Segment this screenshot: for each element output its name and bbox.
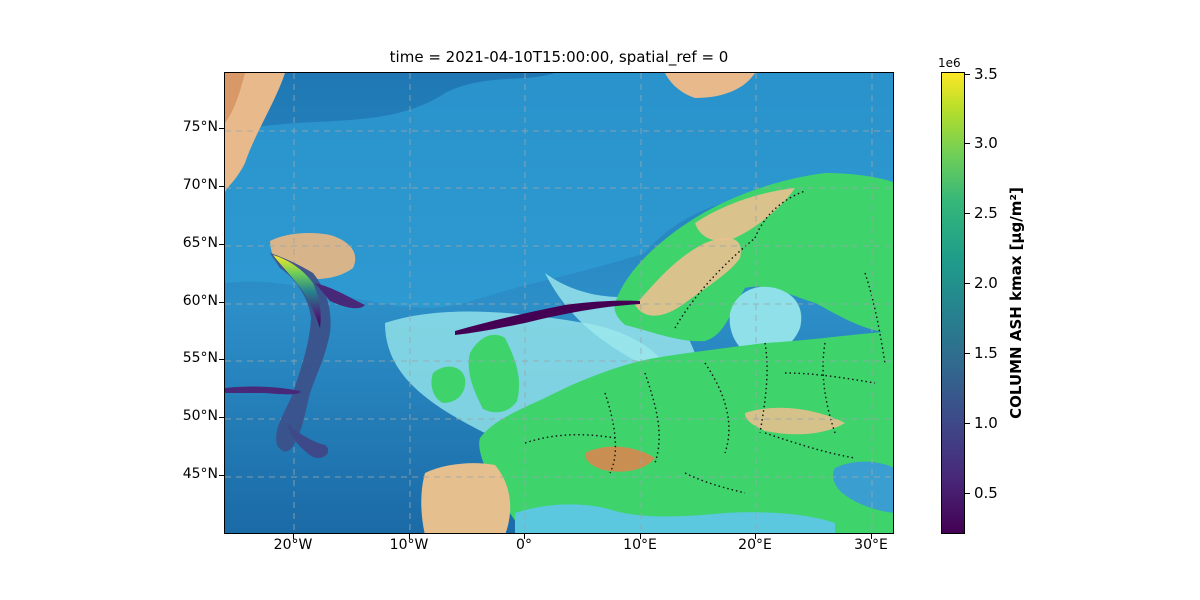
alps-region: [585, 446, 655, 472]
x-tick-label: 10°W: [389, 537, 429, 553]
colorbar-tick-mark: [965, 74, 970, 75]
colorbar-tick-label: 0.5: [974, 484, 998, 502]
x-tick-label: 30°E: [854, 537, 888, 553]
x-tick-mark: [755, 534, 756, 539]
colorbar-tick-label: 3.5: [974, 65, 998, 83]
y-tick-mark: [219, 417, 224, 418]
europe-land: [479, 331, 893, 533]
gridlines: [225, 73, 893, 533]
colorbar: [941, 72, 965, 534]
y-tick-mark: [219, 244, 224, 245]
colorbar-tick-mark: [965, 353, 970, 354]
x-tick-label: 10°E: [623, 537, 657, 553]
x-tick-mark: [524, 534, 525, 539]
x-tick-mark: [640, 534, 641, 539]
y-tick-mark: [219, 302, 224, 303]
colorbar-tick-mark: [965, 213, 970, 214]
x-tick-label: 20°E: [738, 537, 772, 553]
x-tick-label: 0°: [516, 537, 532, 553]
y-tick-label: 75°N: [182, 119, 218, 135]
ireland-land: [431, 366, 466, 403]
country-borders: [524, 190, 886, 494]
colorbar-tick-mark: [965, 283, 970, 284]
y-tick-label: 50°N: [182, 408, 218, 424]
black-sea: [832, 461, 893, 513]
colorbar-exponent: 1e6: [938, 56, 961, 70]
y-tick-mark: [219, 186, 224, 187]
iberia-land: [421, 463, 511, 533]
ash-plume: [225, 253, 640, 458]
mediterranean-sea: [515, 504, 835, 533]
colorbar-tick-mark: [965, 493, 970, 494]
x-tick-mark: [871, 534, 872, 539]
colorbar-tick-label: 1.0: [974, 414, 998, 432]
svalbard-land: [665, 73, 755, 98]
y-tick-mark: [219, 475, 224, 476]
greenland-land: [225, 73, 285, 193]
y-tick-mark: [219, 359, 224, 360]
colorbar-tick-label: 2.0: [974, 274, 998, 292]
y-tick-mark: [219, 128, 224, 129]
colorbar-tick-mark: [965, 143, 970, 144]
y-tick-label: 45°N: [182, 466, 218, 482]
x-tick-mark: [409, 534, 410, 539]
colorbar-tick-label: 3.0: [974, 134, 998, 152]
y-tick-label: 70°N: [182, 177, 218, 193]
colorbar-tick-label: 1.5: [974, 344, 998, 362]
y-tick-label: 65°N: [182, 235, 218, 251]
britain-land: [468, 334, 520, 413]
map-canvas: [225, 73, 893, 533]
ocean-shelf: [225, 73, 893, 308]
colorbar-tick-mark: [965, 423, 970, 424]
x-tick-mark: [293, 534, 294, 539]
y-tick-label: 55°N: [182, 350, 218, 366]
colorbar-tick-label: 2.5: [974, 204, 998, 222]
colorbar-label: COLUMN ASH kmax [μg/m²]: [1007, 187, 1025, 419]
map-panel[interactable]: [224, 72, 894, 534]
x-tick-label: 20°W: [273, 537, 313, 553]
plot-title: time = 2021-04-10T15:00:00, spatial_ref …: [389, 48, 729, 66]
y-tick-label: 60°N: [182, 293, 218, 309]
